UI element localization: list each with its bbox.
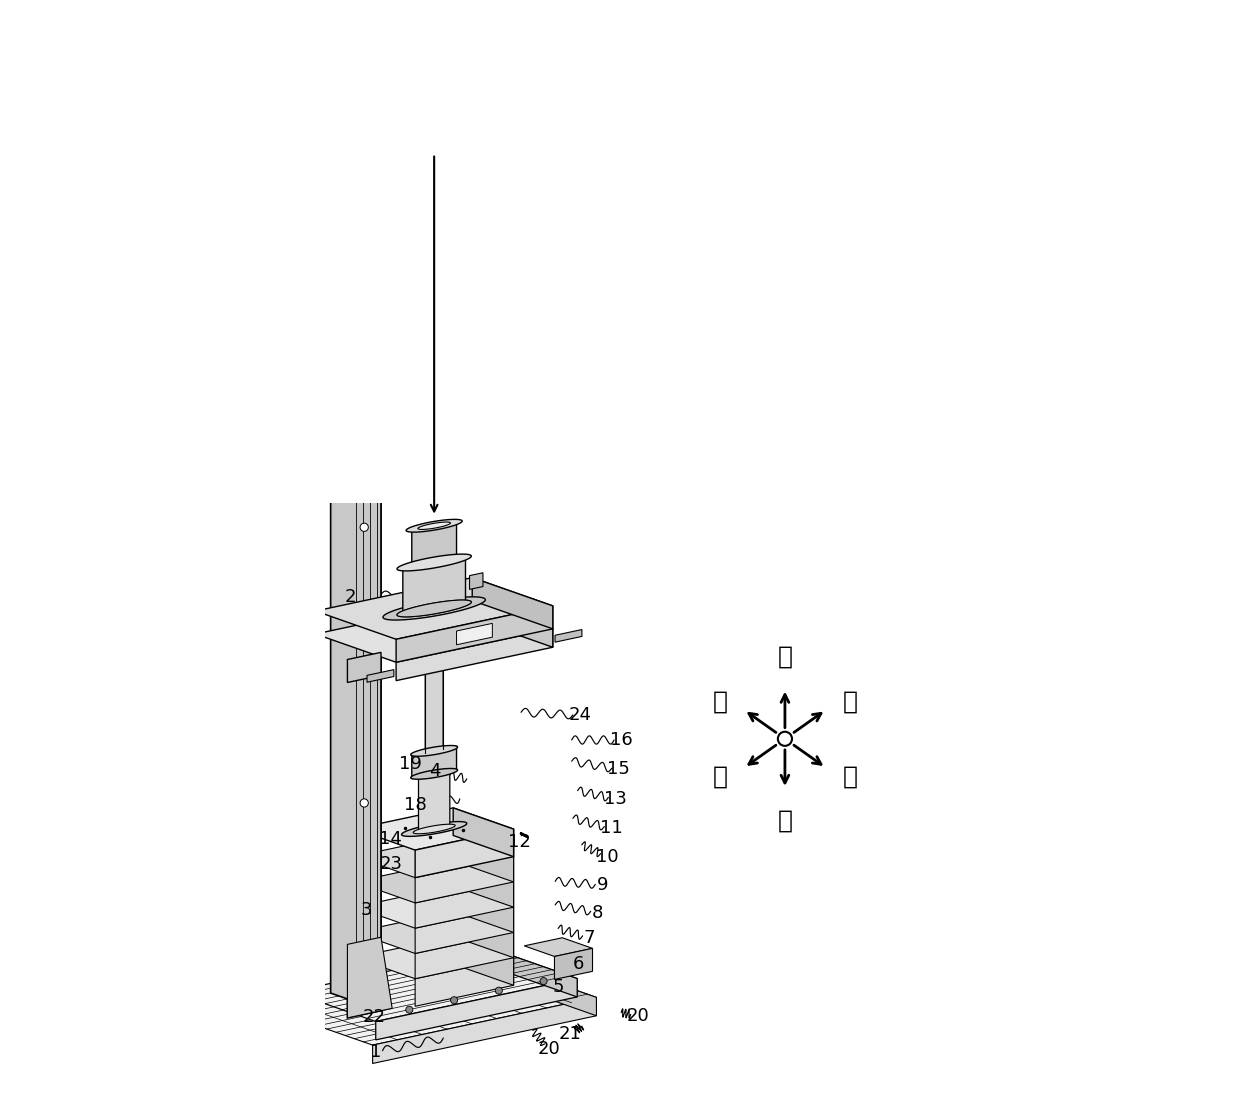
Text: 13: 13 <box>604 789 626 808</box>
Polygon shape <box>413 825 455 833</box>
Text: 5: 5 <box>552 978 564 996</box>
Polygon shape <box>412 521 456 567</box>
Polygon shape <box>355 861 513 903</box>
Text: 20: 20 <box>538 1040 560 1058</box>
Circle shape <box>360 661 368 669</box>
Polygon shape <box>367 670 394 682</box>
Polygon shape <box>396 606 553 662</box>
Text: 3: 3 <box>361 900 372 919</box>
Text: 上: 上 <box>777 645 792 669</box>
Text: 19: 19 <box>399 754 423 773</box>
Polygon shape <box>355 808 513 850</box>
Circle shape <box>541 978 547 984</box>
Circle shape <box>360 247 368 256</box>
Text: 11: 11 <box>600 819 622 838</box>
Polygon shape <box>396 629 553 681</box>
Polygon shape <box>415 856 513 903</box>
Circle shape <box>360 385 368 393</box>
Polygon shape <box>367 0 613 199</box>
Text: 8: 8 <box>591 903 604 922</box>
Polygon shape <box>412 746 456 779</box>
Polygon shape <box>410 746 458 757</box>
Polygon shape <box>525 937 593 956</box>
Text: 2: 2 <box>345 588 356 607</box>
Circle shape <box>360 799 368 807</box>
Polygon shape <box>315 577 553 639</box>
Circle shape <box>405 1006 413 1013</box>
Text: 21: 21 <box>558 1026 582 1044</box>
Polygon shape <box>376 979 577 1040</box>
Text: 18: 18 <box>404 796 427 814</box>
Circle shape <box>360 523 368 531</box>
Polygon shape <box>272 963 596 1045</box>
Polygon shape <box>413 769 455 779</box>
Text: 15: 15 <box>608 760 630 779</box>
Polygon shape <box>355 886 513 929</box>
Text: 1: 1 <box>370 1044 381 1061</box>
Polygon shape <box>453 886 513 933</box>
Polygon shape <box>331 47 381 1011</box>
Polygon shape <box>418 522 450 530</box>
Polygon shape <box>415 958 513 1006</box>
Polygon shape <box>372 998 596 1063</box>
Polygon shape <box>291 949 577 1022</box>
Text: 12: 12 <box>508 833 531 851</box>
Polygon shape <box>496 963 596 1016</box>
Text: 16: 16 <box>610 731 632 749</box>
Polygon shape <box>383 597 485 620</box>
Polygon shape <box>347 937 392 1018</box>
Text: 10: 10 <box>595 848 619 866</box>
Text: 23: 23 <box>379 855 403 873</box>
Polygon shape <box>418 771 450 832</box>
Polygon shape <box>403 556 465 615</box>
Text: 4: 4 <box>429 762 440 781</box>
Text: 24: 24 <box>568 706 591 724</box>
Polygon shape <box>492 949 577 996</box>
Polygon shape <box>402 821 466 837</box>
Polygon shape <box>355 936 513 979</box>
Polygon shape <box>397 600 471 616</box>
Polygon shape <box>453 861 513 907</box>
Text: 右: 右 <box>842 689 858 713</box>
Text: 下: 下 <box>777 809 792 833</box>
Polygon shape <box>453 835 513 881</box>
Polygon shape <box>472 577 553 629</box>
Text: 14: 14 <box>379 830 402 848</box>
Polygon shape <box>355 835 513 878</box>
Circle shape <box>777 731 792 746</box>
Polygon shape <box>347 65 381 1018</box>
Polygon shape <box>397 554 471 570</box>
Polygon shape <box>502 0 613 147</box>
Polygon shape <box>347 653 381 682</box>
Polygon shape <box>556 630 582 642</box>
Polygon shape <box>453 808 513 856</box>
Polygon shape <box>456 623 492 645</box>
Polygon shape <box>415 907 513 954</box>
Circle shape <box>495 987 502 994</box>
Polygon shape <box>298 47 381 71</box>
Text: 后: 后 <box>712 689 728 713</box>
Text: 左: 左 <box>712 764 728 788</box>
Polygon shape <box>315 600 553 662</box>
Text: 20: 20 <box>626 1006 649 1025</box>
Text: 22: 22 <box>362 1007 386 1026</box>
Polygon shape <box>554 948 593 979</box>
Polygon shape <box>397 600 471 616</box>
Polygon shape <box>415 881 513 929</box>
Polygon shape <box>425 648 443 752</box>
Circle shape <box>450 996 458 1004</box>
Polygon shape <box>407 519 463 532</box>
Polygon shape <box>472 600 553 647</box>
Polygon shape <box>415 933 513 979</box>
Text: 7: 7 <box>584 929 595 947</box>
Text: 9: 9 <box>596 876 608 894</box>
Polygon shape <box>410 769 458 780</box>
Polygon shape <box>355 911 513 954</box>
Polygon shape <box>470 573 482 589</box>
Polygon shape <box>415 829 513 878</box>
Text: 前: 前 <box>842 764 858 788</box>
Polygon shape <box>453 911 513 958</box>
Text: 6: 6 <box>573 955 584 972</box>
Polygon shape <box>453 936 513 986</box>
